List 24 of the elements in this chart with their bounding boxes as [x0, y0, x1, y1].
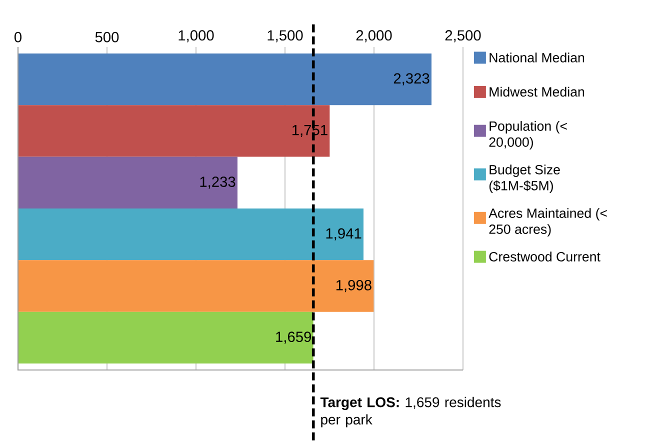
bar [18, 260, 374, 312]
bar [18, 156, 238, 208]
x-tick-label: 1,000 [178, 30, 214, 42]
legend-label: Acres Maintained (< 250 acres) [488, 208, 607, 237]
data-label: 2,323 [394, 73, 430, 86]
legend-label: Midwest Median [490, 86, 584, 97]
x-tick-label: 2,500 [445, 30, 481, 42]
data-label: 1,941 [326, 228, 362, 240]
x-tick-label: 2,000 [356, 30, 392, 42]
legend-label: Crestwood Current [489, 252, 600, 262]
data-label: 1,998 [336, 280, 372, 292]
bar [18, 105, 330, 157]
bar [18, 208, 364, 260]
data-label: 1,659 [276, 332, 312, 344]
legend-label: National Median [490, 52, 584, 62]
bar [18, 312, 314, 364]
bar [18, 53, 432, 106]
x-tick-label: 1,500 [268, 30, 303, 42]
legend-label: Budget Size ($1M-$5M) [489, 164, 560, 194]
data-label: 1,233 [200, 176, 236, 189]
legend-label: Population (< 20,000) [489, 121, 567, 150]
text: Target LOS: 1,659 residents per park [320, 396, 501, 428]
x-tick-label: 500 [95, 32, 119, 42]
x-tick-label: 0 [14, 32, 22, 42]
